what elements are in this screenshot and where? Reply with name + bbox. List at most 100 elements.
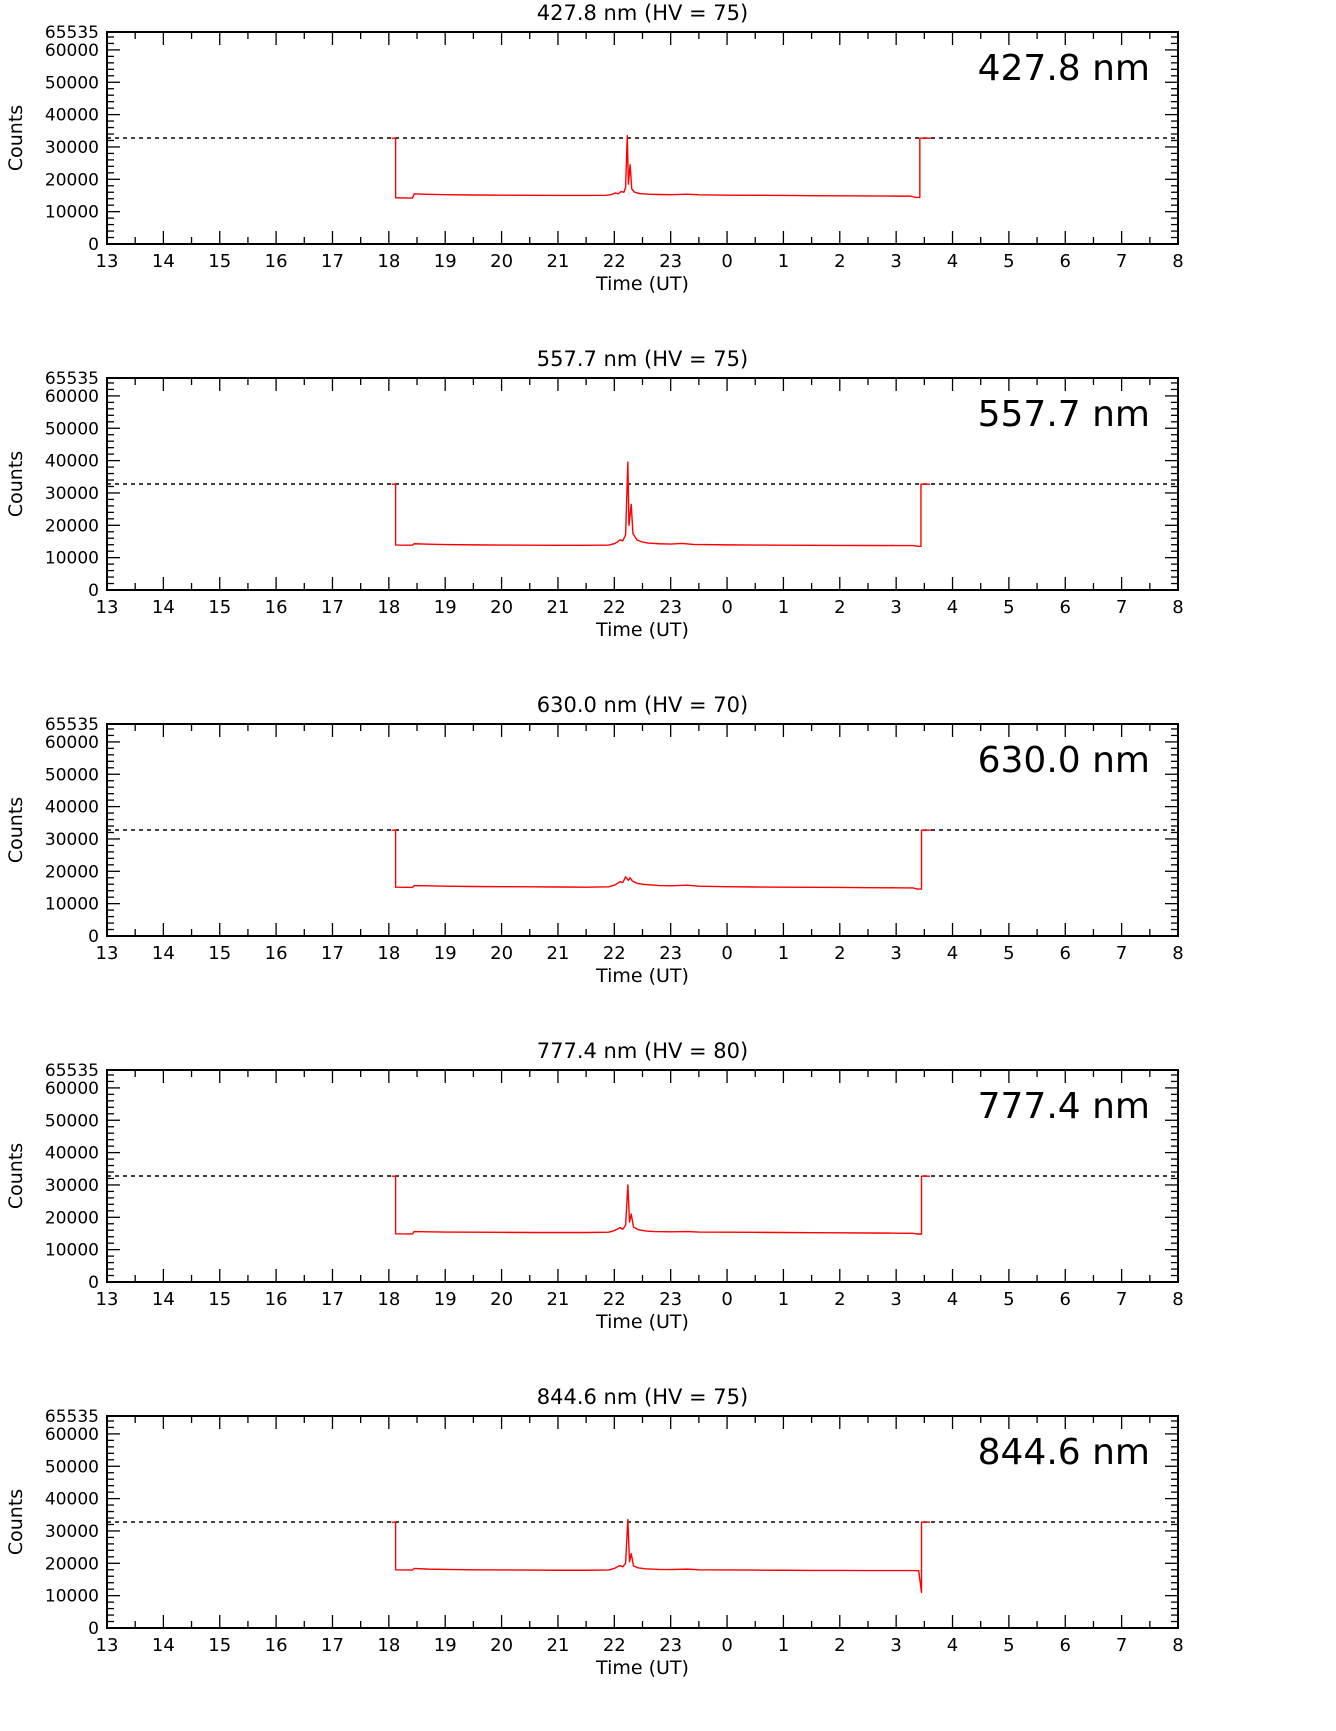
x-tick-label: 15: [208, 251, 231, 272]
x-tick-label: 16: [265, 943, 288, 964]
y-tick-label: 10000: [45, 1587, 99, 1607]
y-tick-label: 50000: [45, 419, 99, 439]
x-tick-label: 20: [490, 943, 513, 964]
chart-svg: 557.7 nm (HV = 75)13 14 15 16 17 18 19 20 21 22 23…: [5, 347, 1184, 641]
x-tick-label: 13: [96, 1635, 119, 1656]
x-tick-label: 0: [721, 1635, 732, 1656]
counts-series-line: [391, 829, 932, 890]
y-tick-label: 0: [88, 235, 99, 255]
x-tick-label: 17: [321, 1635, 344, 1656]
counts-series-line: [391, 1518, 930, 1594]
x-tick-label: 3: [890, 1635, 901, 1656]
chart-title: 557.7 nm (HV = 75): [537, 347, 748, 371]
x-tick-label: 23: [659, 943, 682, 964]
y-tick-label: 0: [88, 1273, 99, 1293]
x-tick-label: 0: [721, 943, 732, 964]
x-tick-label: 21: [546, 1635, 569, 1656]
wavelength-big-label: 630.0 nm: [978, 740, 1150, 781]
x-tick-label: 0: [721, 597, 732, 618]
x-tick-label: 18: [377, 597, 400, 618]
x-axis-label: Time (UT): [595, 619, 689, 641]
x-tick-label: 22: [603, 943, 626, 964]
chart-panel-1: 557.7 nm (HV = 75) 13 14 15 16 17 18 19 20 21 22 23…: [0, 346, 1336, 692]
chart-title: 777.4 nm (HV = 80): [537, 1039, 748, 1063]
x-tick-label: 2: [834, 597, 845, 618]
x-tick-label: 14: [152, 1635, 175, 1656]
x-tick-label: 18: [377, 943, 400, 964]
x-tick-label: 16: [265, 1289, 288, 1310]
y-axis-label: Counts: [5, 797, 27, 863]
x-tick-label: 5: [1003, 1289, 1014, 1310]
y-tick-label: 50000: [45, 73, 99, 93]
x-tick-label: 19: [434, 597, 457, 618]
x-axis-label: Time (UT): [595, 1657, 689, 1679]
x-tick-label: 20: [490, 1635, 513, 1656]
x-tick-label: 2: [834, 1635, 845, 1656]
x-tick-label: 19: [434, 251, 457, 272]
y-tick-label: 10000: [45, 203, 99, 223]
x-tick-label: 15: [208, 1289, 231, 1310]
y-tick-label: 40000: [45, 798, 99, 818]
x-tick-label: 2: [834, 943, 845, 964]
y-tick-label: 10000: [45, 1241, 99, 1261]
y-tick-label: 0: [88, 581, 99, 601]
y-axis-label: Counts: [5, 1489, 27, 1555]
x-tick-label: 14: [152, 597, 175, 618]
y-tick-label: 60000: [45, 1079, 99, 1099]
y-tick-label: 40000: [45, 1490, 99, 1510]
axis-ticks: [106, 377, 1179, 591]
x-tick-label: 16: [265, 1635, 288, 1656]
y-tick-label: 20000: [45, 862, 99, 882]
x-tick-label: 1: [778, 1635, 789, 1656]
x-tick-label: 21: [546, 597, 569, 618]
x-tick-label: 4: [947, 1635, 958, 1656]
y-tick-label: 10000: [45, 549, 99, 569]
y-tick-label: 30000: [45, 1176, 99, 1196]
axis-ticks: [106, 1069, 1179, 1283]
y-tick-label: 50000: [45, 1111, 99, 1131]
chart-title: 630.0 nm (HV = 70): [537, 693, 748, 717]
x-tick-label: 7: [1116, 943, 1127, 964]
x-tick-label: 5: [1003, 251, 1014, 272]
x-tick-label: 8: [1172, 1635, 1183, 1656]
x-tick-label: 20: [490, 1289, 513, 1310]
y-tick-label: 10000: [45, 895, 99, 915]
x-tick-label: 17: [321, 943, 344, 964]
x-tick-label: 2: [834, 251, 845, 272]
x-tick-label: 15: [208, 943, 231, 964]
x-tick-label: 23: [659, 1289, 682, 1310]
y-axis-label: Counts: [5, 105, 27, 171]
y-axis-label: Counts: [5, 451, 27, 517]
x-tick-label: 3: [890, 1289, 901, 1310]
x-tick-label: 6: [1060, 1635, 1071, 1656]
x-axis-label: Time (UT): [595, 1311, 689, 1333]
y-tick-label: 30000: [45, 1522, 99, 1542]
wavelength-big-label: 557.7 nm: [978, 394, 1150, 435]
x-axis-label: Time (UT): [595, 273, 689, 295]
x-tick-label: 23: [659, 251, 682, 272]
x-tick-label: 3: [890, 597, 901, 618]
y-tick-label: 50000: [45, 1457, 99, 1477]
x-tick-label: 6: [1060, 943, 1071, 964]
x-tick-label: 23: [659, 1635, 682, 1656]
x-tick-label: 1: [778, 943, 789, 964]
chart-title: 427.8 nm (HV = 75): [537, 1, 748, 25]
x-tick-label: 4: [947, 597, 958, 618]
y-tick-label: 20000: [45, 170, 99, 190]
x-tick-label: 14: [152, 943, 175, 964]
axis-tick-labels: 13 14 15 16 17 18 19 20 21 22 23 0 1 2 3 4 5 6 7 8010000200…: [45, 715, 1184, 964]
x-tick-label: 17: [321, 1289, 344, 1310]
x-tick-label: 1: [778, 1289, 789, 1310]
chart-panel-3: 777.4 nm (HV = 80) 13 14 15 16 17 18 19 20 21 22 23…: [0, 1038, 1336, 1384]
y-tick-label: 60000: [45, 1425, 99, 1445]
x-axis-label: Time (UT): [595, 965, 689, 987]
y-tick-label: 20000: [45, 516, 99, 536]
x-tick-label: 18: [377, 1635, 400, 1656]
x-tick-label: 1: [778, 251, 789, 272]
x-tick-label: 22: [603, 597, 626, 618]
x-tick-label: 22: [603, 251, 626, 272]
x-tick-label: 15: [208, 1635, 231, 1656]
chart-panel-2: 630.0 nm (HV = 70) 13 14 15 16 17 18 19 20 21 22 23…: [0, 692, 1336, 1038]
x-tick-label: 17: [321, 597, 344, 618]
